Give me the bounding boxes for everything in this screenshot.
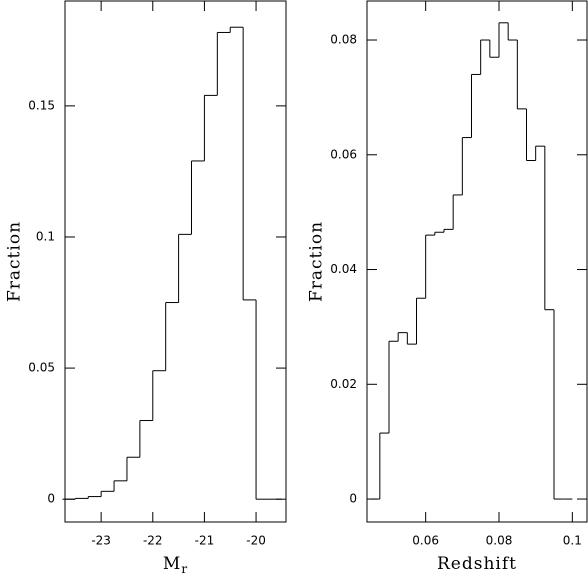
- plot-frame: [64, 0, 287, 523]
- y-tick-label: 0.15: [28, 98, 55, 112]
- y-tick-label: 0: [47, 492, 55, 506]
- y-axis-label: Fraction: [5, 221, 25, 302]
- x-axis-label-main: Redshift: [437, 554, 517, 574]
- y-tick-label: 0.06: [330, 147, 357, 161]
- x-axis-label: Mr: [163, 554, 188, 576]
- panel: 0 0.02 0.04 0.06 0.08 0.06 0.08 0.1 Fraction Reds…: [307, 0, 588, 574]
- x-tick-label: -20: [246, 534, 266, 548]
- x-tick-label: 0.06: [412, 534, 439, 548]
- x-tick-label: -22: [143, 534, 163, 548]
- x-axis-label-subscript: r: [181, 562, 188, 576]
- y-tick-label: 0.05: [28, 361, 55, 375]
- y-tick-label: 0.08: [330, 33, 357, 47]
- y-tick-label: 0.04: [330, 262, 357, 276]
- x-tick-label: -21: [195, 534, 215, 548]
- panel: 0 0.05 0.1 0.15 -23 -22 -21 -20 Fraction Mr: [5, 0, 287, 576]
- x-axis-label-main: M: [163, 554, 181, 574]
- y-axis-label: Fraction: [307, 221, 327, 302]
- y-tick-label: 0: [349, 492, 357, 506]
- x-tick-label: 0.1: [563, 534, 582, 548]
- x-tick-label: -23: [91, 534, 111, 548]
- x-axis-label: Redshift: [437, 554, 517, 574]
- y-tick-label: 0.1: [36, 229, 55, 243]
- x-tick-label: 0.08: [486, 534, 513, 548]
- plot-frame: [366, 0, 588, 523]
- y-tick-label: 0.02: [330, 377, 357, 391]
